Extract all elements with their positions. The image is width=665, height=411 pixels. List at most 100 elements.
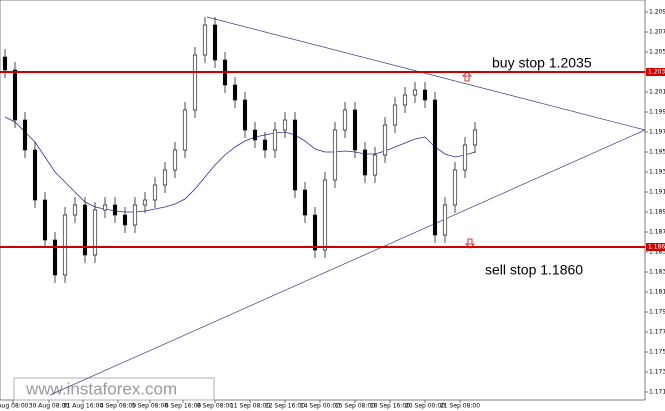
candle-body xyxy=(92,209,98,256)
candle-body xyxy=(462,144,468,171)
candle xyxy=(432,92,438,243)
candle xyxy=(82,197,88,263)
candle-body xyxy=(52,239,58,276)
candle-body xyxy=(332,129,338,181)
candle-body xyxy=(132,204,138,226)
y-tick-label: 1.1715 xyxy=(649,389,665,396)
candle-body xyxy=(112,204,118,216)
candle-body xyxy=(302,189,308,216)
candle xyxy=(92,202,98,263)
candle xyxy=(62,207,68,283)
candle-body xyxy=(12,69,18,121)
candle xyxy=(142,192,148,213)
y-tick-label: 1.1955 xyxy=(649,149,665,156)
level-arrow xyxy=(462,71,472,82)
level-annotation: sell stop 1.1860 xyxy=(485,262,583,278)
y-tick-label: 1.1755 xyxy=(649,349,665,356)
x-tick-label: 20 Sep 00:00 xyxy=(405,403,445,410)
candle xyxy=(402,87,408,113)
candle xyxy=(442,197,448,243)
candle-body xyxy=(452,169,458,206)
watermark-box xyxy=(13,377,215,401)
candle-body xyxy=(372,154,378,176)
candle-body xyxy=(282,119,288,131)
x-tick-label: 4 Sep 08:00 xyxy=(100,403,136,410)
y-tick-label: 1.1935 xyxy=(649,169,665,176)
candle-body xyxy=(62,214,68,276)
candle xyxy=(212,17,218,68)
y-tick-label: 1.1895 xyxy=(649,209,665,216)
x-tick-label: 15 Sep 08:00 xyxy=(335,403,375,410)
candle-body xyxy=(472,129,478,146)
y-tick-label: 1.1795 xyxy=(649,309,665,316)
y-tick-label: 1.1735 xyxy=(649,369,665,376)
y-tick-label: 1.1815 xyxy=(649,289,665,296)
candle-body xyxy=(82,204,88,256)
candle-body xyxy=(102,204,108,211)
candle-body xyxy=(22,119,28,151)
candle-body xyxy=(42,199,48,241)
candle xyxy=(382,117,388,163)
y-tick-label: 1.1835 xyxy=(649,269,665,276)
x-tick-label: Aug 08:00 xyxy=(0,403,29,410)
candle xyxy=(352,102,358,158)
candle-body xyxy=(2,56,8,71)
candle xyxy=(32,142,38,208)
candle xyxy=(172,142,178,178)
x-tick-label: 30 Aug 08:00 xyxy=(29,403,70,410)
candle xyxy=(22,112,28,158)
candle xyxy=(202,17,208,63)
candle xyxy=(232,77,238,108)
candle xyxy=(182,102,188,158)
x-tick-label: 5 Sep 08:00 xyxy=(132,403,168,410)
level-price-box xyxy=(646,243,665,251)
x-tick-label: 14 Sep 00:00 xyxy=(300,403,340,410)
x-tick-label: 6 Sep 16:00 xyxy=(165,403,201,410)
candle xyxy=(102,197,108,218)
trendline xyxy=(206,16,646,131)
candle-body xyxy=(362,149,368,176)
x-tick-label: 31 Aug 16:00 xyxy=(63,403,104,410)
candle xyxy=(132,197,138,233)
level-price-label: 1.2035 xyxy=(648,69,665,76)
candle-body xyxy=(232,84,238,101)
candle-body xyxy=(72,204,78,216)
candle-body xyxy=(162,169,168,186)
candle-body xyxy=(402,94,408,106)
level-annotation: buy stop 1.2035 xyxy=(492,55,592,71)
candle-body xyxy=(392,104,398,126)
candle xyxy=(282,112,288,138)
candle-body xyxy=(322,179,328,251)
candle-body xyxy=(382,124,388,156)
candle xyxy=(122,207,128,233)
candle-body xyxy=(202,24,208,56)
candle xyxy=(72,197,78,223)
candle xyxy=(302,182,308,223)
level-price-label: 1.1860 xyxy=(648,244,665,251)
candle-body xyxy=(412,89,418,96)
moving-average xyxy=(4,116,476,213)
y-tick-label: 1.2095 xyxy=(649,9,665,16)
candle-body xyxy=(152,184,158,201)
candle-body xyxy=(172,149,178,171)
candle-body xyxy=(142,199,148,206)
candle xyxy=(252,122,258,148)
candle xyxy=(162,162,168,193)
candle-body xyxy=(432,99,438,236)
candle-body xyxy=(32,149,38,201)
level-arrow xyxy=(465,238,475,249)
candle xyxy=(192,47,198,118)
x-tick-label: 12 Sep 16:00 xyxy=(265,403,305,410)
x-tick-label: 8 Sep 08:00 xyxy=(197,403,233,410)
watermark: www.instaforex.com xyxy=(13,377,215,401)
candle xyxy=(262,132,268,158)
trendline xyxy=(49,129,646,396)
y-tick-label: 1.1915 xyxy=(649,189,665,196)
candle xyxy=(152,177,158,208)
x-tick-label: 11 Sep 08:00 xyxy=(230,403,270,410)
candle-body xyxy=(292,119,298,191)
candle-body xyxy=(122,214,128,226)
y-tick-label: 1.1975 xyxy=(649,129,665,136)
candle xyxy=(292,112,298,198)
